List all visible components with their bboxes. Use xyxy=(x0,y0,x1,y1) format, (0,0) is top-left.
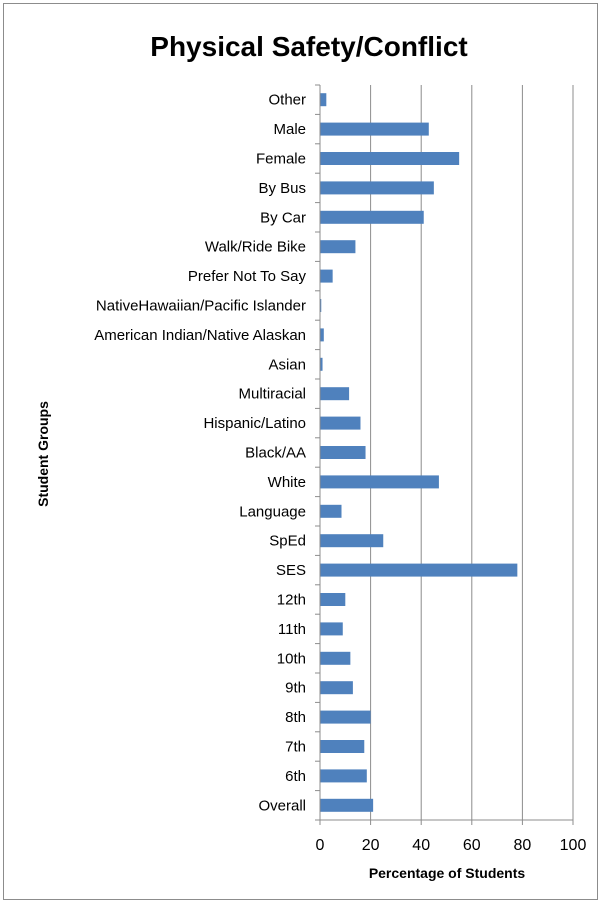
category-label: By Bus xyxy=(258,180,306,197)
category-label: 10th xyxy=(277,650,306,667)
x-tick-label: 0 xyxy=(316,837,325,854)
bar xyxy=(320,210,424,224)
x-tick-label: 80 xyxy=(514,837,532,854)
x-tick-label: 40 xyxy=(412,837,430,854)
x-axis-title: Percentage of Students xyxy=(369,865,526,881)
category-label: SES xyxy=(276,562,306,579)
category-label: White xyxy=(268,474,306,491)
axes xyxy=(315,84,574,825)
category-label: 12th xyxy=(277,592,306,609)
bar xyxy=(320,710,371,724)
bar xyxy=(320,504,342,518)
category-label: 7th xyxy=(285,739,306,756)
category-label: Other xyxy=(268,92,306,109)
bar xyxy=(320,769,367,783)
category-label: Overall xyxy=(258,797,306,814)
category-label: Prefer Not To Say xyxy=(188,268,307,285)
category-label: Asian xyxy=(268,356,306,373)
bar xyxy=(320,240,356,254)
bar xyxy=(320,387,350,401)
bar xyxy=(320,798,374,812)
chart-title: Physical Safety/Conflict xyxy=(150,31,467,62)
bar xyxy=(320,181,434,195)
category-label: 8th xyxy=(285,709,306,726)
category-label: Male xyxy=(273,121,306,138)
category-label: Language xyxy=(239,503,306,520)
bar-chart: Physical Safety/Conflict Other Male Female… xyxy=(35,31,587,881)
bar xyxy=(320,593,346,606)
category-label: Female xyxy=(256,151,306,168)
bar xyxy=(320,328,324,342)
category-label: By Car xyxy=(260,209,306,226)
bar xyxy=(320,681,353,695)
category-label: Walk/Ride Bike xyxy=(205,239,306,256)
bar xyxy=(320,563,518,577)
bar xyxy=(320,651,351,665)
bar xyxy=(320,416,361,430)
x-tick-labels: 0 20 40 60 80 100 xyxy=(316,837,587,854)
bar xyxy=(320,475,439,489)
bar xyxy=(320,122,429,136)
x-tick-label: 20 xyxy=(362,837,380,854)
chart-frame: Physical Safety/Conflict Other Male Female… xyxy=(3,3,598,900)
category-label: SpEd xyxy=(269,533,306,550)
category-label: 9th xyxy=(285,680,306,697)
bar xyxy=(320,357,323,371)
bar xyxy=(320,534,384,548)
bar xyxy=(320,446,366,459)
y-axis-title: Student Groups xyxy=(35,401,51,507)
bar xyxy=(320,622,343,636)
bar xyxy=(320,152,460,165)
category-label: Hispanic/Latino xyxy=(203,415,306,432)
bar xyxy=(320,269,333,283)
category-label: 6th xyxy=(285,768,306,785)
category-label: American Indian/Native Alaskan xyxy=(94,327,306,344)
bars xyxy=(320,93,518,812)
category-label: 11th xyxy=(278,621,306,638)
bar xyxy=(320,299,322,312)
category-label: Black/AA xyxy=(245,445,306,462)
x-tick-label: 60 xyxy=(463,837,481,854)
bar xyxy=(320,740,365,753)
x-tick-label: 100 xyxy=(560,837,587,854)
category-label: NativeHawaiian/Pacific Islander xyxy=(96,298,306,315)
bar xyxy=(320,93,327,107)
category-label: Multiracial xyxy=(238,386,306,403)
category-labels: Other Male Female By Bus By Car Walk/Ride Bik… xyxy=(94,92,306,815)
gridlines xyxy=(370,85,574,820)
